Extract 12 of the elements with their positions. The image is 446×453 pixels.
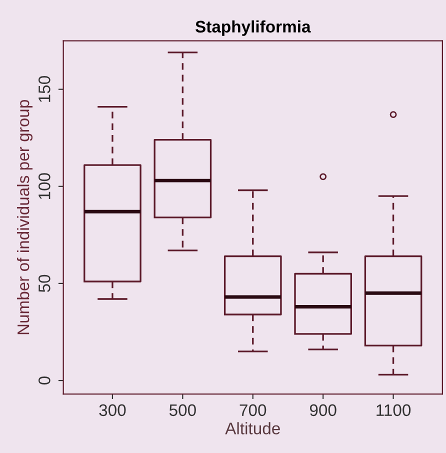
- y-tick-label: 0: [38, 376, 50, 385]
- y-axis-title: Number of individuals per group: [16, 100, 33, 334]
- x-tick-label: 1100: [376, 404, 411, 416]
- y-tick-label: 50: [38, 274, 50, 292]
- x-tick-label: 500: [169, 404, 196, 416]
- x-tick-label: 700: [240, 404, 266, 416]
- y-tick-label: 100: [38, 173, 50, 200]
- y-tick-label: 150: [38, 76, 50, 102]
- x-tick-label: 900: [310, 404, 336, 416]
- x-axis-title: Altitude: [225, 422, 280, 434]
- x-tick-label: 300: [99, 404, 126, 416]
- chart-title: Staphyliformia: [195, 20, 311, 36]
